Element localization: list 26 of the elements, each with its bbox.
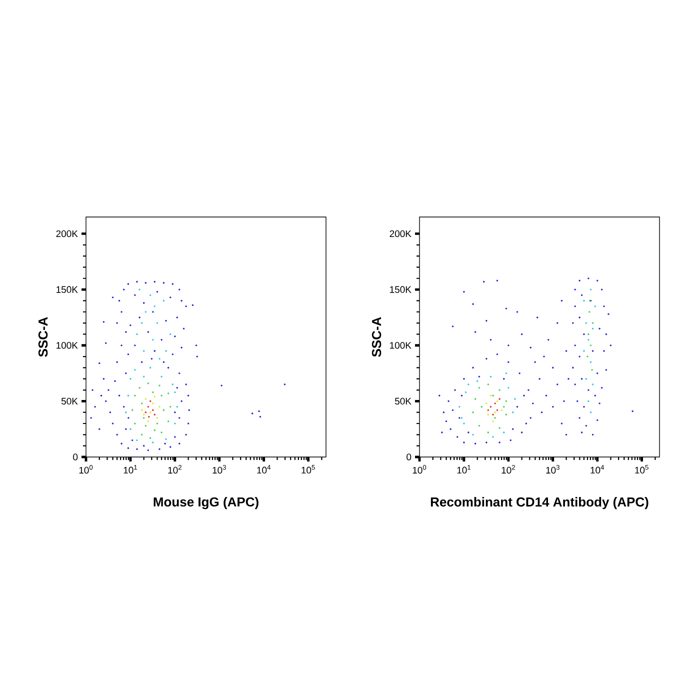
x-tick-label: 10$^{5}$ (302, 465, 315, 474)
y-tick-label: 200K (390, 230, 412, 238)
y-tick-label: 0 (406, 454, 412, 460)
y-tick-label: 200K (56, 230, 78, 238)
x-tick-label: 10$^{0}$ (412, 465, 426, 474)
x-tick-label: 10$^{0}$ (79, 465, 93, 474)
x-axis-title: Mouse IgG (APC) (154, 496, 258, 510)
y-axis-title: SSC-A (372, 317, 382, 357)
y-tick-label: 150K (56, 286, 78, 293)
x-tick-label: 10$^{4}$ (590, 465, 604, 474)
x-tick-label: 10$^{5}$ (635, 465, 648, 474)
x-tick-label: 10$^{1}$ (457, 465, 471, 474)
y-tick-label: 50K (394, 398, 412, 405)
y-axis-title: SSC-A (38, 317, 48, 357)
x-axis-title: Recombinant CD14 Antibody (APC) (430, 497, 648, 510)
x-tick-label: 10$^{3}$ (546, 465, 560, 474)
y-tick-label: 100K (390, 342, 412, 349)
x-tick-label: 10$^{4}$ (257, 465, 271, 474)
y-tick-label: 100K (56, 342, 78, 349)
x-tick-label: 10$^{2}$ (168, 465, 182, 474)
y-tick-label: 50K (61, 398, 78, 405)
x-tick-label: 10$^{1}$ (124, 465, 138, 474)
y-tick-label: 0 (73, 454, 78, 460)
x-tick-label: 10$^{2}$ (502, 465, 515, 474)
x-tick-label: 10$^{3}$ (212, 465, 226, 474)
y-tick-label: 150K (390, 286, 412, 293)
